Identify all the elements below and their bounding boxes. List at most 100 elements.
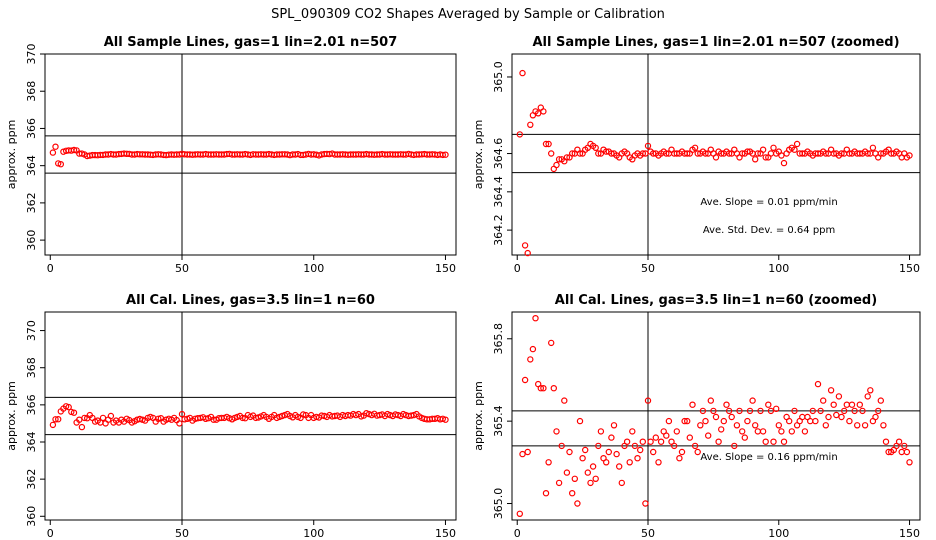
data-point: [817, 407, 824, 415]
data-point: [725, 407, 733, 415]
data-point: [754, 428, 762, 435]
data-point: [901, 442, 908, 450]
data-point: [68, 408, 75, 416]
data-point: [540, 108, 547, 115]
data-point: [733, 422, 741, 429]
y-tick-label: 364.4: [492, 176, 505, 208]
data-point: [702, 417, 709, 425]
data-point: [814, 380, 822, 388]
data-point: [542, 490, 550, 497]
y-tick-label: 366: [25, 118, 38, 139]
data-point: [527, 356, 534, 363]
data-point: [788, 428, 796, 435]
data-point: [548, 150, 555, 157]
data-point: [550, 385, 558, 392]
data-point: [762, 154, 769, 161]
data-point: [524, 249, 531, 257]
data-point: [52, 416, 59, 423]
data-point: [516, 131, 524, 138]
data-point: [848, 401, 856, 408]
data-point: [767, 150, 775, 157]
data-point: [626, 459, 633, 466]
data-point: [872, 413, 879, 421]
data-point: [521, 242, 529, 249]
data-point: [571, 475, 579, 482]
data-point: [663, 150, 670, 157]
data-point: [639, 150, 647, 157]
x-tick-label: 150: [899, 262, 920, 275]
y-tick-label: 368: [25, 81, 38, 102]
annotation-text: Ave. Slope = 0.16 ppm/min: [700, 452, 837, 463]
data-point: [822, 150, 830, 157]
data-point: [757, 407, 764, 415]
y-tick-label: 370: [25, 320, 38, 341]
data-point: [699, 407, 707, 415]
data-point: [535, 110, 542, 117]
data-point: [749, 397, 756, 404]
data-point: [770, 144, 777, 151]
data-point: [739, 428, 746, 435]
data-point: [744, 417, 751, 425]
data-point: [57, 160, 65, 168]
data-point: [519, 450, 526, 458]
data-point: [579, 455, 586, 462]
data-point: [647, 438, 654, 445]
data-point: [767, 407, 775, 415]
data-point: [759, 146, 767, 153]
data-point: [765, 401, 772, 408]
panel-title: All Cal. Lines, gas=3.5 lin=1 n=60: [126, 293, 375, 308]
data-point: [81, 414, 88, 422]
data-point: [888, 150, 895, 157]
panel-4: All Cal. Lines, gas=3.5 lin=1 n=60 (zoom…: [472, 293, 921, 540]
figure-title: SPL_090309 CO2 Shapes Averaged by Sample…: [271, 7, 665, 22]
plot-frame: [511, 311, 921, 521]
data-point: [655, 459, 662, 466]
plot-frame: [44, 311, 457, 521]
data-point: [715, 438, 722, 445]
data-point: [650, 150, 657, 157]
x-tick-label: 100: [303, 527, 324, 540]
data-point: [825, 413, 832, 421]
data-point: [820, 397, 827, 404]
data-point: [707, 397, 715, 404]
data-point: [754, 150, 762, 157]
data-point: [608, 150, 615, 157]
data-point: [439, 151, 446, 159]
data-point: [634, 455, 641, 462]
x-tick-label: 50: [641, 262, 655, 275]
data-point: [851, 407, 858, 415]
data-point: [697, 422, 704, 429]
data-point: [521, 376, 529, 384]
data-point: [49, 149, 57, 156]
data-point: [676, 455, 683, 462]
data-point: [555, 156, 563, 163]
plot-frame: [44, 53, 457, 256]
data-point: [694, 150, 701, 157]
y-tick-label: 360: [25, 506, 38, 527]
data-point: [532, 315, 539, 322]
data-point: [637, 446, 644, 454]
data-point: [78, 423, 86, 431]
data-point: [613, 450, 620, 458]
x-tick-label: 50: [175, 527, 189, 540]
data-point: [55, 416, 62, 423]
x-tick-label: 0: [47, 262, 54, 275]
data-point: [545, 459, 552, 466]
data-point: [527, 121, 534, 129]
data-point: [584, 469, 592, 476]
data-point: [107, 412, 115, 420]
y-tick-label: 364: [25, 155, 38, 176]
data-point: [70, 146, 78, 154]
data-point: [694, 448, 701, 456]
y-tick-label: 366: [25, 394, 38, 415]
data-point: [807, 417, 814, 425]
data-point: [877, 150, 885, 157]
data-point: [885, 448, 892, 456]
data-point: [671, 442, 678, 450]
y-tick-label: 365.8: [492, 323, 505, 355]
data-point: [762, 438, 769, 445]
data-point: [610, 422, 618, 429]
data-point: [746, 407, 754, 415]
y-tick-label: 364: [25, 432, 38, 453]
data-point: [801, 428, 809, 435]
